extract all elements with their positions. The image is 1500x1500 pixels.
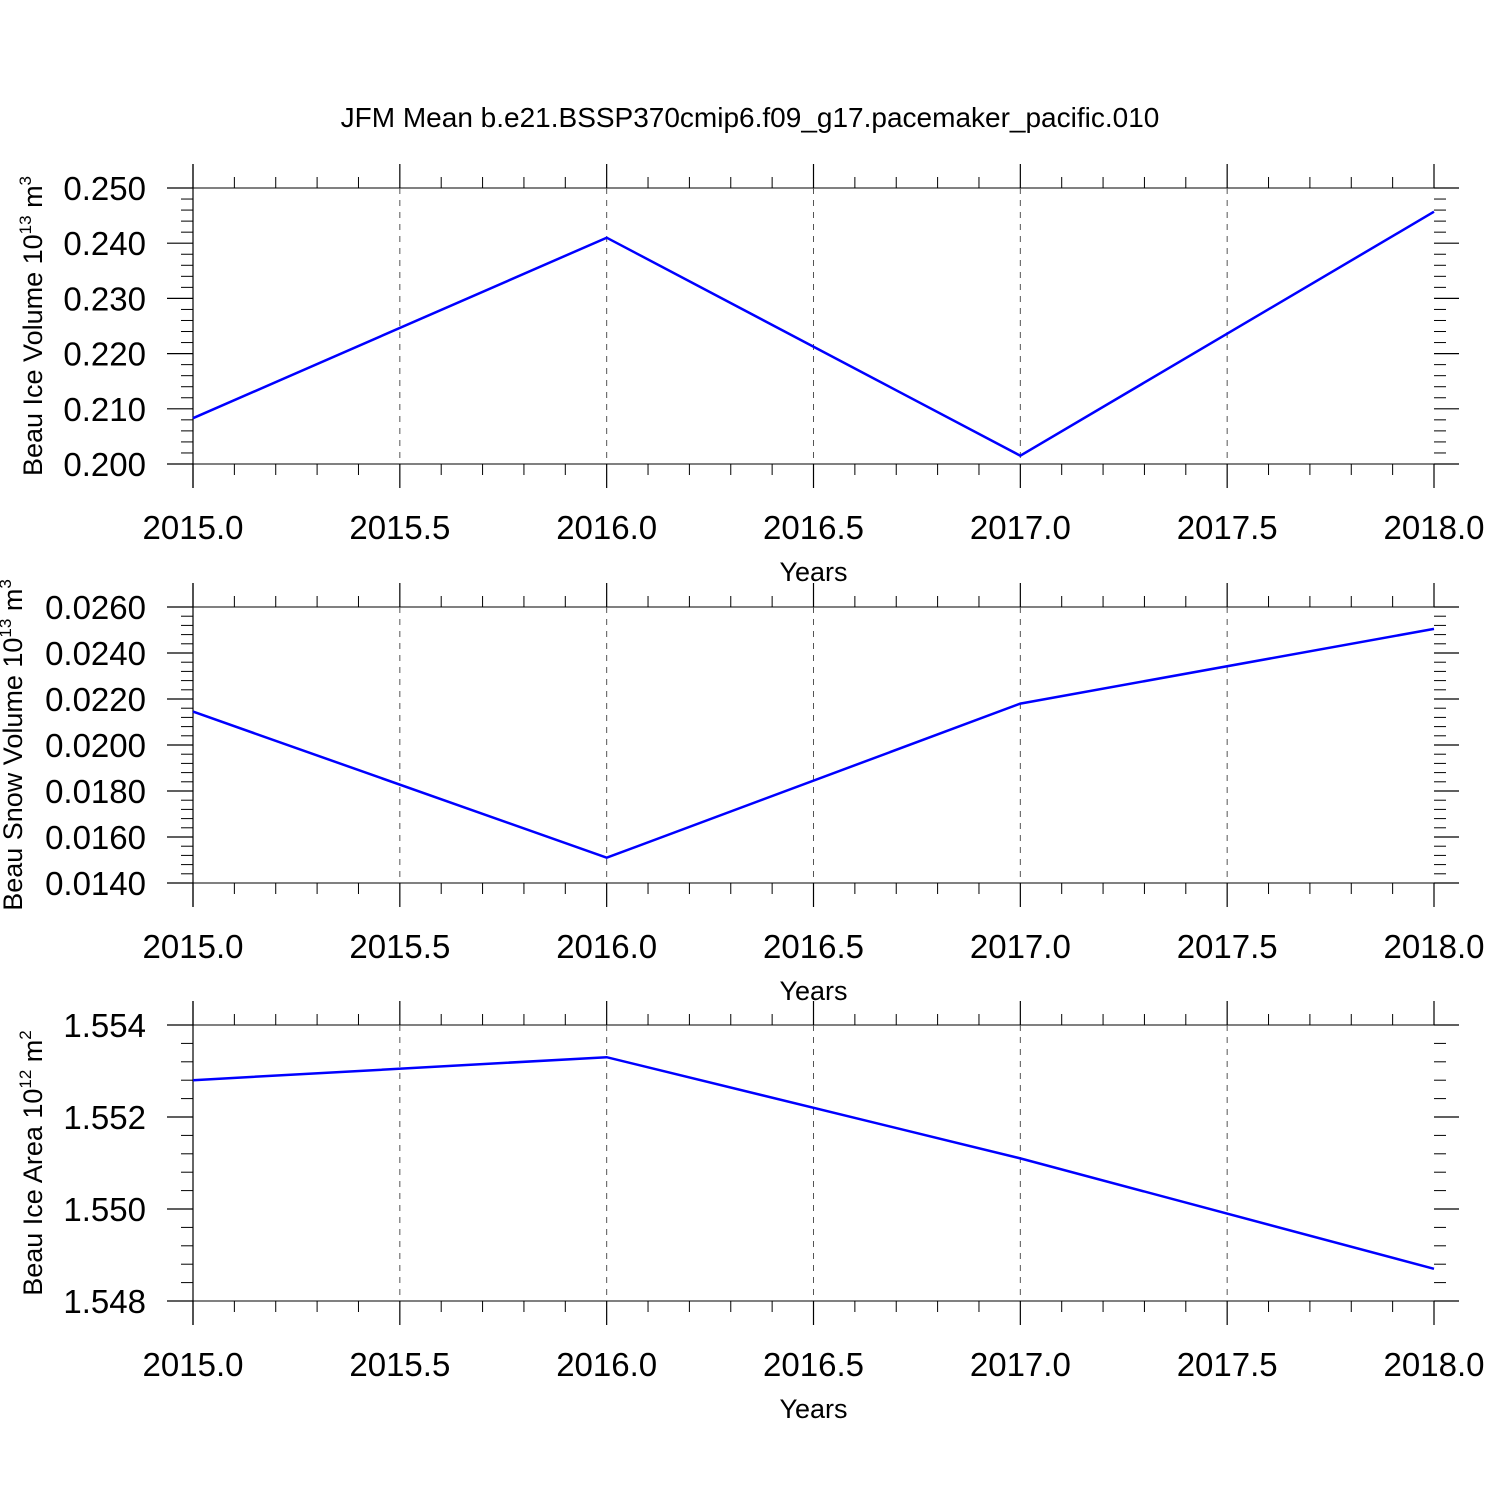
x-tick-label: 2015.5: [349, 928, 450, 965]
x-tick-label: 2018.0: [1384, 509, 1485, 546]
chart-panel-2: 2015.0 2015.5 2016.0 2016.5 2017.0 2017.5 2018…: [0, 579, 1484, 1006]
x-tick-label: 2017.0: [970, 509, 1071, 546]
series-line: [192, 627, 1435, 860]
x-axis-title: Years: [779, 1394, 847, 1424]
panels: 2015.0 2015.5 2016.0 2016.5 2017.0 2017.5 2018…: [0, 164, 1484, 1424]
x-tick-label: 2016.5: [763, 928, 864, 965]
y-tick-label: 0.240: [63, 225, 146, 262]
x-tick-label: 2015.0: [143, 509, 244, 546]
x-tick-label: 2016.0: [556, 928, 657, 965]
x-tick-label: 2015.0: [143, 1346, 244, 1383]
y-tick-label: 0.0160: [45, 819, 146, 856]
figure-title: JFM Mean b.e21.BSSP370cmip6.f09_g17.pace…: [341, 102, 1160, 133]
x-tick-label: 2017.0: [970, 1346, 1071, 1383]
x-tick-label: 2016.0: [556, 1346, 657, 1383]
x-tick-label: 2017.5: [1177, 509, 1278, 546]
x-tick-label: 2015.0: [143, 928, 244, 965]
y-tick-label: 0.210: [63, 391, 146, 428]
y-axis-title: Beau Ice Area 1012 m2: [16, 1030, 48, 1296]
series-line: [192, 210, 1435, 458]
y-tick-label: 0.0260: [45, 589, 146, 626]
y-tick-label: 0.230: [63, 280, 146, 317]
y-tick-label: 0.0220: [45, 681, 146, 718]
y-tick-label: 1.550: [63, 1191, 146, 1228]
x-tick-label: 2018.0: [1384, 928, 1485, 965]
x-tick-label: 2016.5: [763, 1346, 864, 1383]
y-axis-title: Beau Ice Volume 1013 m3: [16, 176, 48, 476]
x-axis-title: Years: [779, 557, 847, 587]
x-tick-label: 2018.0: [1384, 1346, 1485, 1383]
x-tick-label: 2017.0: [970, 928, 1071, 965]
y-tick-label: 0.0140: [45, 865, 146, 902]
y-tick-label: 1.548: [63, 1283, 146, 1320]
y-tick-label: 0.0200: [45, 727, 146, 764]
y-tick-label: 1.554: [63, 1007, 146, 1044]
y-axis-title: Beau Snow Volume 1013 m3: [0, 579, 28, 911]
x-tick-label: 2017.5: [1177, 1346, 1278, 1383]
x-tick-label: 2015.5: [349, 509, 450, 546]
y-tick-label: 0.250: [63, 170, 146, 207]
x-tick-label: 2016.5: [763, 509, 864, 546]
y-tick-label: 0.220: [63, 336, 146, 373]
y-tick-label: 0.0180: [45, 773, 146, 810]
y-tick-label: 1.552: [63, 1099, 146, 1136]
chart-panel-3: 2015.0 2015.5 2016.0 2016.5 2017.0 2017.5 2018…: [16, 1001, 1484, 1424]
series-line: [192, 1055, 1435, 1271]
x-tick-label: 2017.5: [1177, 928, 1278, 965]
y-tick-label: 0.0240: [45, 635, 146, 672]
chart-panel-1: 2015.0 2015.5 2016.0 2016.5 2017.0 2017.5 2018…: [16, 164, 1484, 587]
x-tick-label: 2016.0: [556, 509, 657, 546]
x-tick-label: 2015.5: [349, 1346, 450, 1383]
y-tick-label: 0.200: [63, 446, 146, 483]
